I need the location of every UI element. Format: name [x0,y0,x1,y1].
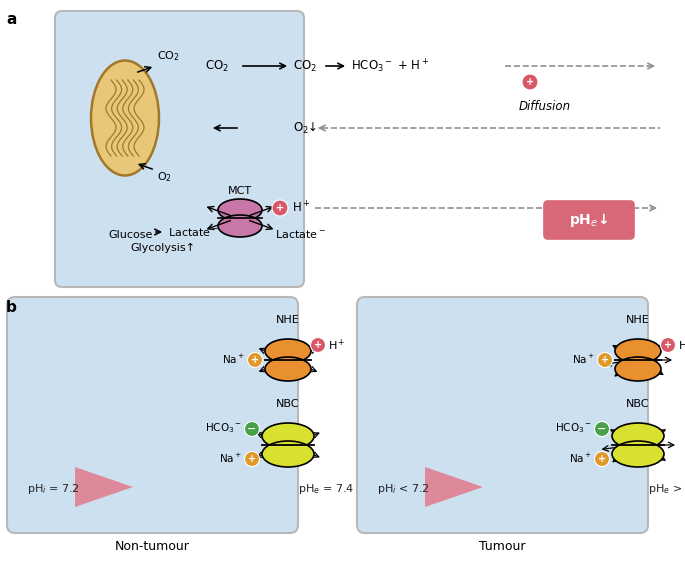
Ellipse shape [612,423,664,449]
Text: Tumour: Tumour [479,541,526,554]
Ellipse shape [265,357,311,381]
Text: b: b [6,300,17,315]
Text: +: + [526,77,534,87]
Text: H$^+$: H$^+$ [328,337,346,353]
Text: −: − [597,424,607,434]
Text: pH$_e$↓: pH$_e$↓ [569,211,608,229]
Text: +: + [276,203,284,213]
Polygon shape [425,467,483,507]
Text: Diffusion: Diffusion [519,99,571,112]
Ellipse shape [262,441,314,467]
Text: HCO$_3$$^-$: HCO$_3$$^-$ [205,421,242,435]
Text: Glucose: Glucose [108,230,152,240]
Circle shape [272,200,288,216]
Text: NHE: NHE [276,315,300,325]
Text: +: + [601,355,609,365]
Text: Na$^+$: Na$^+$ [572,353,595,366]
Text: a: a [6,12,16,27]
Circle shape [597,353,612,367]
FancyBboxPatch shape [55,11,304,287]
Text: +: + [314,340,322,350]
Text: +: + [598,454,606,464]
Text: NBC: NBC [276,399,300,409]
Text: O$_2$: O$_2$ [157,170,172,184]
Text: H$^+$: H$^+$ [678,337,685,353]
Text: CO$_2$: CO$_2$ [157,49,179,63]
Text: +: + [248,454,256,464]
Ellipse shape [615,339,661,363]
Ellipse shape [218,215,262,237]
FancyBboxPatch shape [7,297,298,533]
Circle shape [245,421,260,437]
Text: pH$_i$ = 7.2: pH$_i$ = 7.2 [27,482,79,496]
Text: pH$_e$ > 6.5: pH$_e$ > 6.5 [648,482,685,496]
Text: pH$_i$ < 7.2: pH$_i$ < 7.2 [377,482,429,496]
Text: pH$_e$ = 7.4: pH$_e$ = 7.4 [298,482,354,496]
Text: Lactate$^-$: Lactate$^-$ [168,226,219,238]
Text: NHE: NHE [626,315,650,325]
Text: +: + [664,340,672,350]
Circle shape [247,353,262,367]
Text: HCO$_3$$^-$ + H$^+$: HCO$_3$$^-$ + H$^+$ [351,57,429,75]
Text: +: + [251,355,259,365]
Text: −: − [247,424,257,434]
Ellipse shape [615,357,661,381]
Ellipse shape [218,199,262,221]
Circle shape [595,421,610,437]
Text: Na$^+$: Na$^+$ [569,451,592,464]
Polygon shape [75,467,133,507]
Text: CO$_2$: CO$_2$ [293,58,317,73]
Text: H$^+$: H$^+$ [292,201,310,216]
Text: Na$^+$: Na$^+$ [219,451,242,464]
Text: Non-tumour: Non-tumour [115,541,190,554]
Text: O$_2$↓: O$_2$↓ [293,120,317,136]
Text: MCT: MCT [228,186,252,196]
Text: Na$^+$: Na$^+$ [222,353,245,366]
Text: HCO$_3$$^-$: HCO$_3$$^-$ [555,421,592,435]
Text: Lactate$^-$: Lactate$^-$ [275,228,326,240]
Ellipse shape [265,339,311,363]
Text: NBC: NBC [626,399,650,409]
FancyBboxPatch shape [544,201,634,239]
Circle shape [245,451,260,467]
Circle shape [595,451,610,467]
Circle shape [310,337,325,353]
Circle shape [660,337,675,353]
FancyBboxPatch shape [357,297,648,533]
Ellipse shape [91,60,159,176]
Ellipse shape [612,441,664,467]
Ellipse shape [262,423,314,449]
Circle shape [522,74,538,90]
Text: Glycolysis↑: Glycolysis↑ [130,243,195,253]
Text: CO$_2$: CO$_2$ [205,58,229,73]
